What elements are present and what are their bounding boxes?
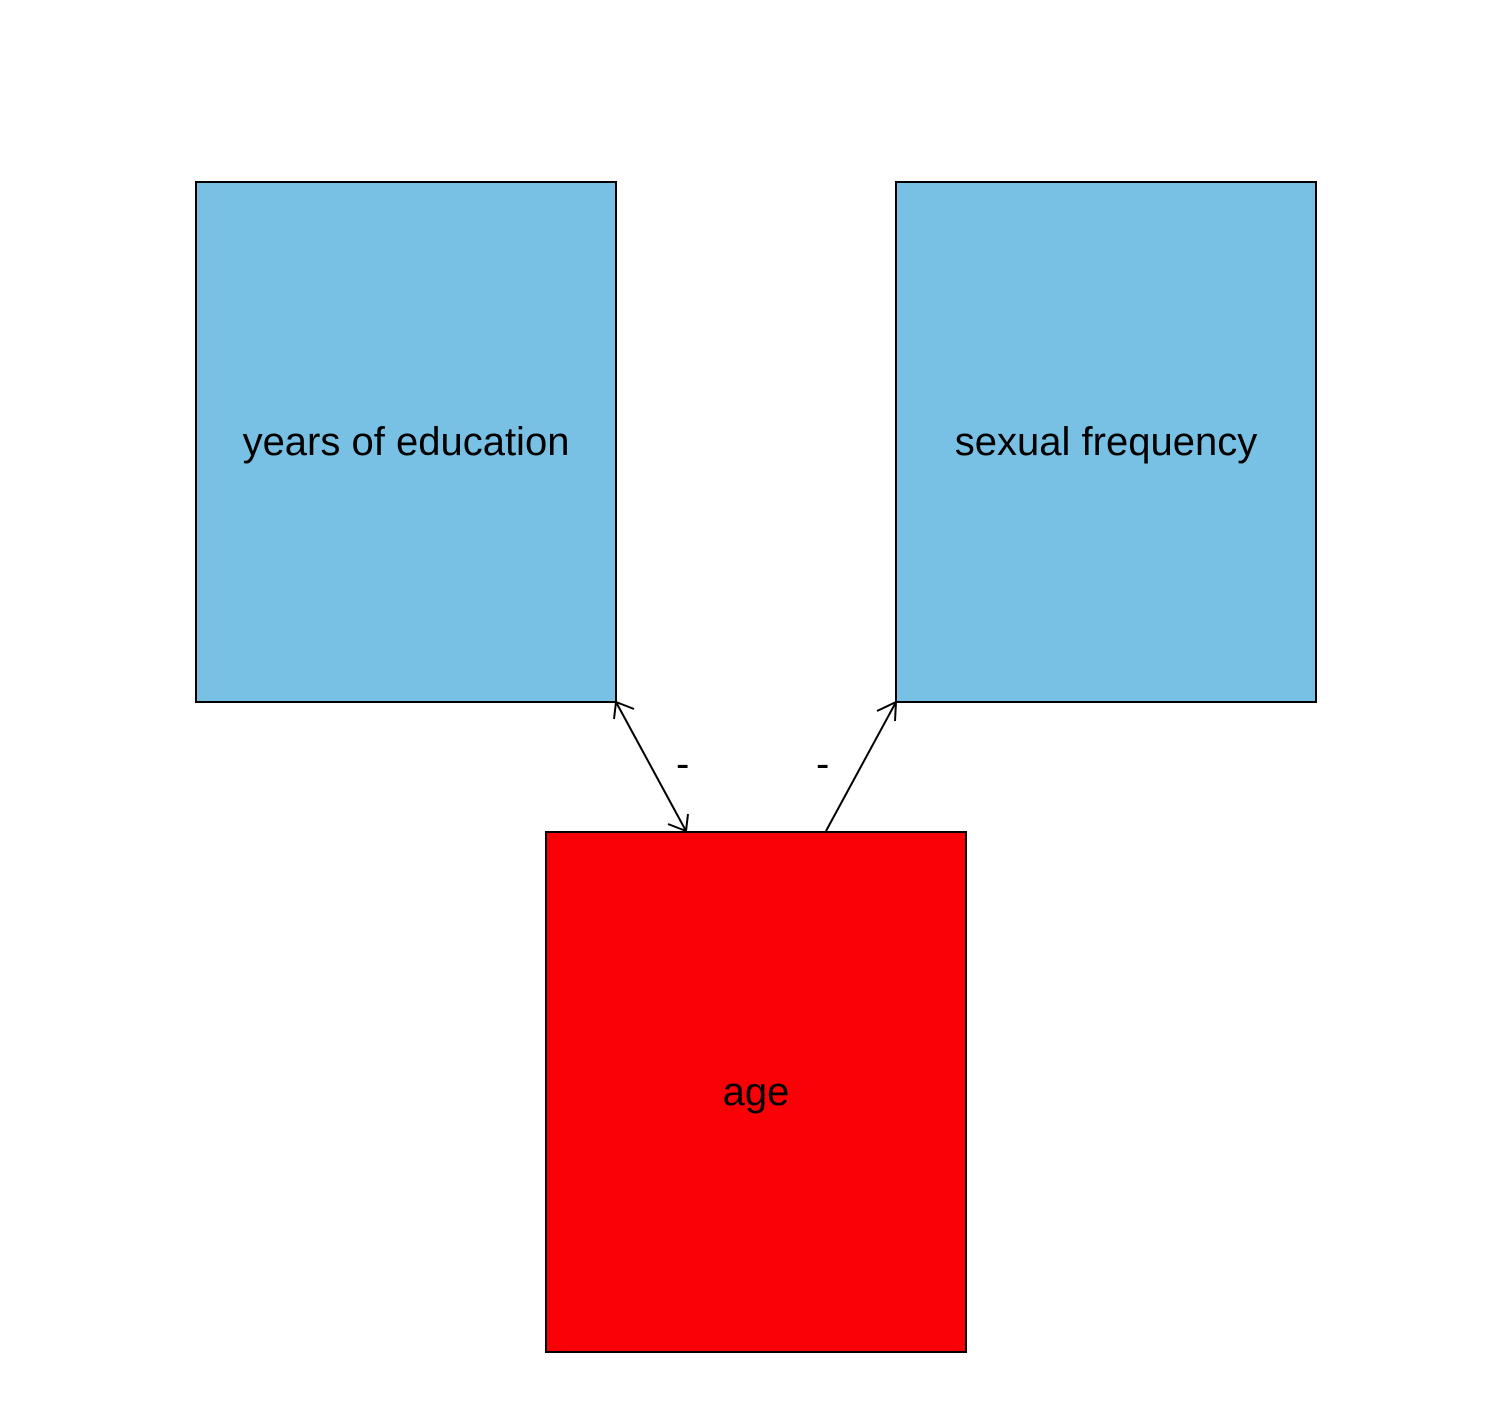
edge-line-age-sexual-frequency (825, 701, 897, 832)
node-label-years-of-education: years of education (242, 419, 570, 464)
node-age: age (545, 831, 967, 1353)
arrowhead-education-end (613, 700, 635, 720)
node-years-of-education: years of education (195, 181, 617, 703)
edge-sign-age-education: - (676, 742, 690, 786)
edge-age-sexual-frequency (825, 700, 898, 832)
node-label-age: age (722, 1069, 790, 1114)
node-sexual-frequency: sexual frequency (895, 181, 1317, 703)
arrowhead-age-end (667, 813, 689, 833)
edge-sign-age-sexual-frequency: - (816, 742, 830, 786)
node-label-sexual-frequency: sexual frequency (954, 419, 1258, 464)
arrowhead-sexual-frequency-end (876, 700, 898, 722)
